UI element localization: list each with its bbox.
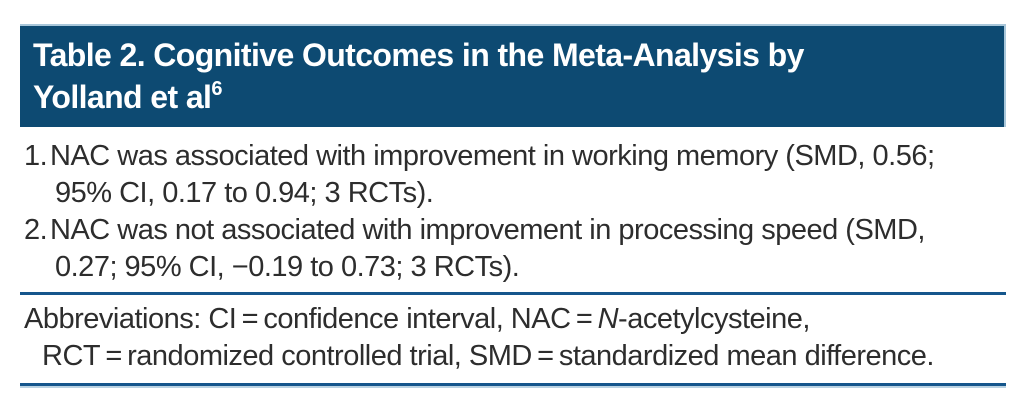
footnote-line1: Abbreviations: CI = confidence interval,…: [24, 301, 1006, 338]
table-body: 1.NAC was associated with improvement in…: [20, 138, 1006, 286]
table-header: Table 2. Cognitive Outcomes in the Meta-…: [20, 24, 1006, 127]
item-2-line-1: 2.NAC was not associated with improvemen…: [24, 212, 1006, 249]
table-title-line1: Table 2. Cognitive Outcomes in the Meta-…: [33, 37, 804, 73]
reference-superscript: 6: [211, 78, 223, 100]
footnote-line1-italic-n: N: [597, 303, 619, 335]
item-1-number: 1.: [24, 140, 48, 172]
table-title-line2-text: Yolland et al: [33, 79, 212, 115]
divider-rule-top: [20, 292, 1006, 295]
item-1-line-2: 95% CI, 0.17 to 0.94; 3 RCTs).: [55, 177, 434, 209]
footnote-line2: RCT = randomized controlled trial, SMD =…: [42, 340, 934, 372]
table-title-line2: Yolland et al6: [33, 76, 994, 118]
item-2-number: 2.: [24, 214, 48, 246]
item-1-text: NAC was associated with improvement in w…: [50, 140, 935, 172]
table-card: Table 2. Cognitive Outcomes in the Meta-…: [20, 24, 1006, 388]
item-1-line-1: 1.NAC was associated with improvement in…: [24, 138, 1006, 175]
footnote-line1-pre: Abbreviations: CI = confidence interval,…: [24, 303, 598, 335]
divider-rule-bottom: [20, 383, 1006, 388]
abbreviations-footnote: Abbreviations: CI = confidence interval,…: [20, 295, 1006, 383]
footnote-line1-post: -acetylcysteine,: [618, 303, 810, 335]
list-item-1: 1.NAC was associated with improvement in…: [24, 138, 1006, 212]
item-2-line-2: 0.27; 95% CI, −0.19 to 0.73; 3 RCTs).: [55, 251, 520, 283]
item-2-text: NAC was not associated with improvement …: [50, 214, 925, 246]
list-item-2: 2.NAC was not associated with improvemen…: [24, 212, 1006, 286]
